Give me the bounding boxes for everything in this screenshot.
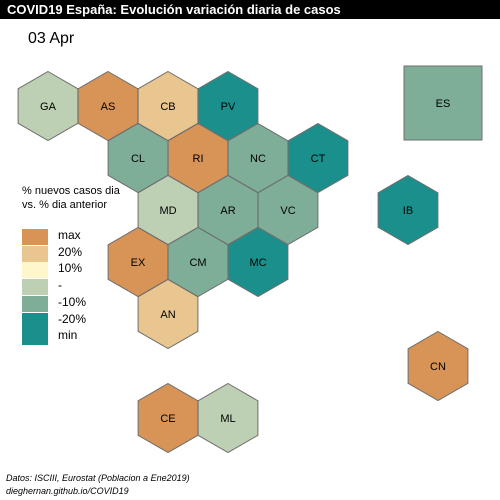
region-label: CM <box>189 257 206 269</box>
region-shape <box>197 382 259 454</box>
region-label: ES <box>436 98 451 110</box>
legend-label: -20% <box>58 311 87 326</box>
region-an: AN <box>137 278 199 350</box>
legend-swatch <box>22 279 48 296</box>
region-ga: GA <box>17 70 79 142</box>
region-cn: CN <box>407 330 469 402</box>
region-mc: MC <box>227 226 289 298</box>
region-label: MC <box>249 257 266 269</box>
region-label: MD <box>159 205 176 217</box>
region-shape <box>403 65 483 141</box>
legend-label: - <box>58 278 62 293</box>
region-label: CE <box>160 413 175 425</box>
region-label: NC <box>250 153 266 165</box>
region-label: CB <box>160 101 175 113</box>
region-ct: CT <box>287 122 349 194</box>
region-shape <box>137 278 199 350</box>
legend-swatch <box>22 262 48 279</box>
region-shape <box>377 174 439 246</box>
legend-label: 10% <box>58 261 83 276</box>
region-label: AR <box>220 205 235 217</box>
region-ib: IB <box>377 174 439 246</box>
region-label: ML <box>220 413 235 425</box>
legend-swatch <box>22 312 48 329</box>
region-label: AN <box>160 309 175 321</box>
legend-label: -10% <box>58 294 87 309</box>
region-shape <box>407 330 469 402</box>
region-ce: CE <box>137 382 199 454</box>
region-label: CN <box>430 361 446 373</box>
date-label: 03 Apr <box>28 30 75 47</box>
legend-swatch <box>22 245 48 262</box>
region-label: CT <box>311 153 326 165</box>
region-label: RI <box>193 153 204 165</box>
source-line2: dieghernan.github.io/COVID19 <box>6 486 129 496</box>
legend-swatch <box>22 329 48 346</box>
legend-label: 20% <box>58 244 83 259</box>
region-shape <box>227 226 289 298</box>
region-label: GA <box>40 101 57 113</box>
region-label: EX <box>131 257 146 269</box>
legend-swatch <box>22 295 48 312</box>
legend-label: min <box>58 328 78 343</box>
region-ml: ML <box>197 382 259 454</box>
region-label: CL <box>131 153 145 165</box>
source-line1: Datos: ISCIII, Eurostat (Poblacion a Ene… <box>6 473 190 483</box>
legend-label: max <box>58 228 81 242</box>
region-label: VC <box>280 205 295 217</box>
chart-title: COVID19 España: Evolución variación diar… <box>0 0 500 19</box>
legend-title-line1: % nuevos casos dia <box>22 185 120 197</box>
region-es: ES <box>403 65 483 141</box>
legend-title: % nuevos casos dia vs. % dia anterior <box>22 184 120 212</box>
legend-swatch <box>22 229 48 245</box>
region-nc: NC <box>227 122 289 194</box>
region-label: AS <box>101 101 116 113</box>
legend-title-line2: vs. % dia anterior <box>22 199 107 211</box>
region-label: PV <box>221 101 236 113</box>
region-label: IB <box>403 205 413 217</box>
